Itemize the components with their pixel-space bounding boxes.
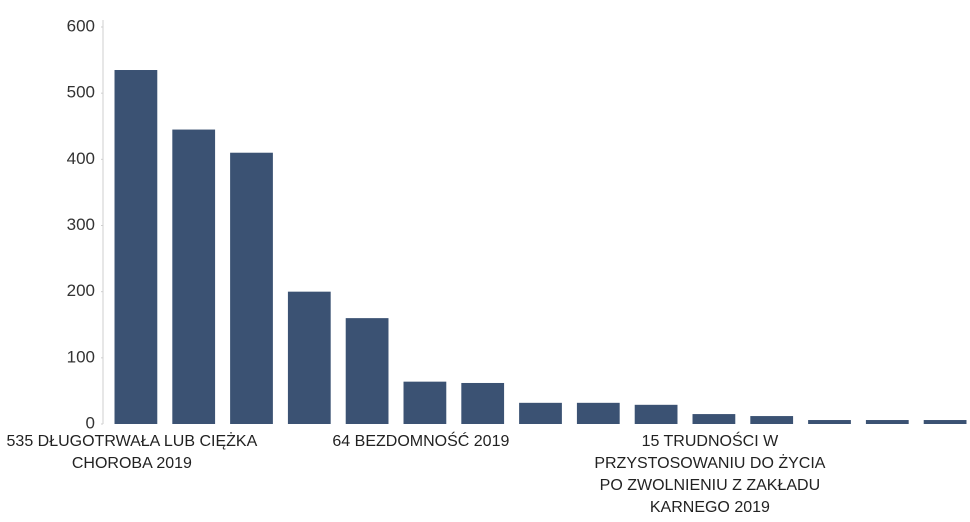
bar: [114, 70, 158, 424]
bar: [692, 414, 736, 424]
bar: [808, 420, 851, 424]
y-tick-label: 600: [67, 16, 95, 35]
x-tick-label: 64 BEZDOMNOŚĆ 2019: [332, 433, 510, 450]
y-tick-label: 400: [67, 149, 95, 168]
bar: [230, 152, 273, 424]
y-tick-label: 200: [67, 281, 95, 300]
x-tick-label: 535 DŁUGOTRWAŁA LUB CIĘŻKA CHOROBA 2019: [6, 433, 258, 472]
bar: [923, 420, 967, 424]
y-tick-label: 100: [67, 347, 95, 366]
bar: [750, 416, 794, 424]
bar: [287, 291, 331, 424]
bar: [461, 382, 505, 424]
bar: [634, 404, 678, 424]
y-tick-label: 300: [67, 215, 95, 234]
bar: [345, 318, 389, 424]
y-tick-label: 0: [86, 413, 95, 432]
y-tick-label: 500: [67, 83, 95, 102]
x-tick-label: 15 TRUDNOŚCI W PRZYSTOSOWANIU DO ŻYCIA P…: [594, 433, 826, 516]
bar: [403, 381, 447, 424]
bar: [519, 402, 562, 424]
bar: [576, 402, 620, 424]
bar: [172, 129, 216, 424]
bar: [865, 420, 909, 424]
